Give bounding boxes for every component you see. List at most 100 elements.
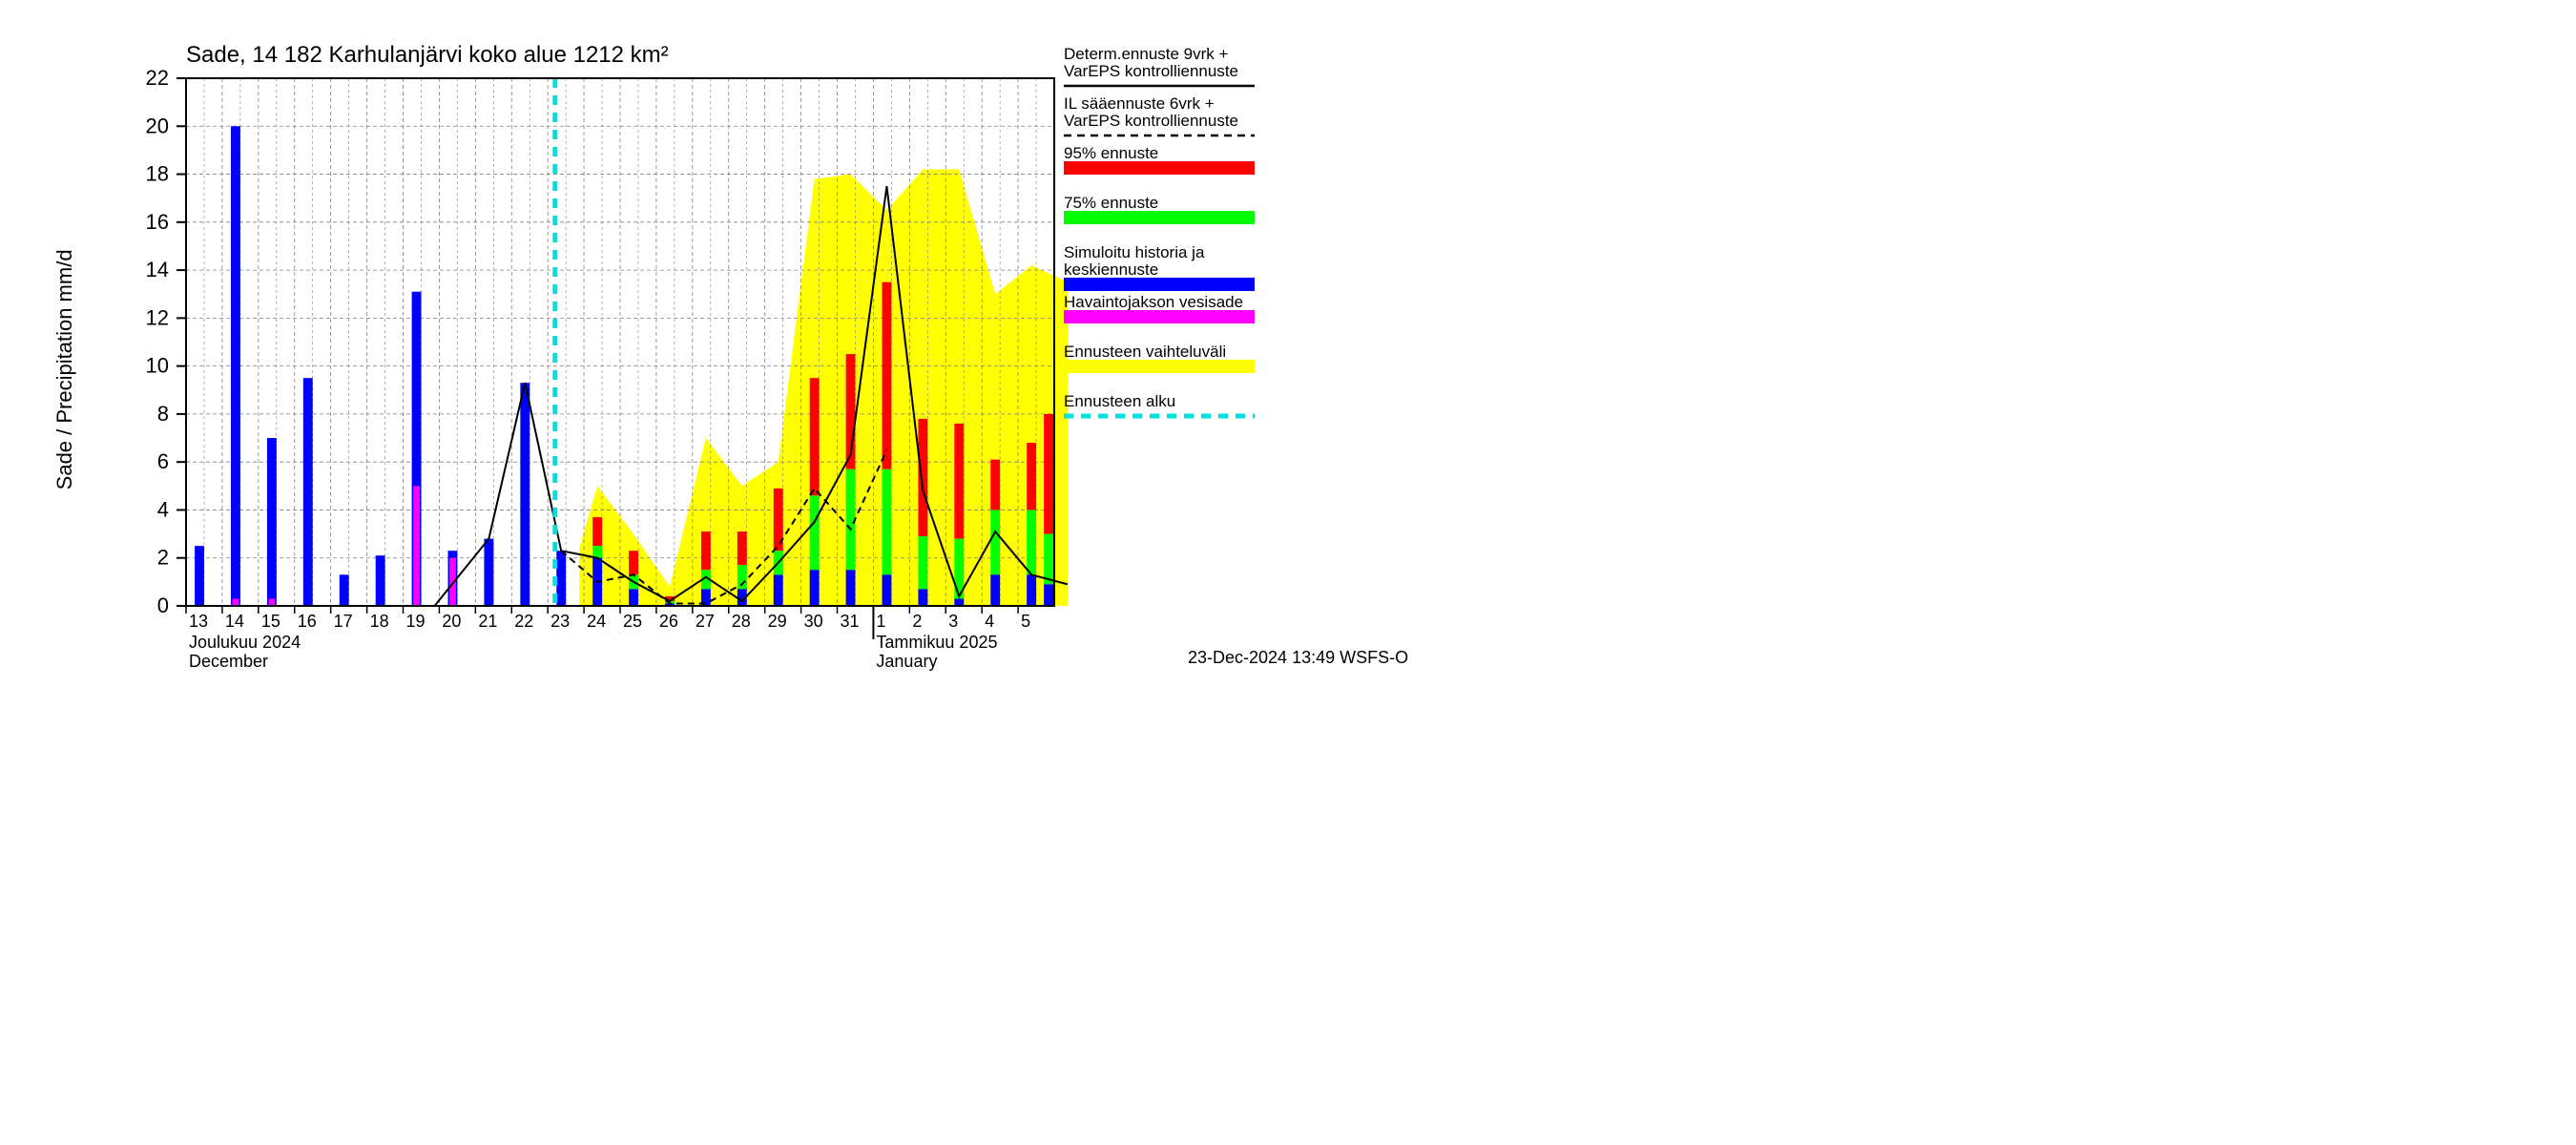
legend-label: Havaintojakson vesisade: [1064, 293, 1243, 311]
rain-obs-bar: [268, 598, 275, 606]
chart-footer: 23-Dec-2024 13:49 WSFS-O: [1188, 648, 1408, 667]
legend-swatch: [1064, 211, 1255, 224]
history-bar: [195, 546, 204, 606]
p95-bar: [883, 282, 892, 469]
legend-label: 75% ennuste: [1064, 194, 1158, 212]
x-tick-label: 3: [948, 612, 958, 631]
p95-bar: [990, 460, 1000, 510]
x-tick-label: 2: [912, 612, 922, 631]
y-tick-label: 20: [146, 114, 169, 137]
history-bar: [267, 438, 277, 606]
x-tick-label: 20: [442, 612, 461, 631]
legend-label: Determ.ennuste 9vrk +: [1064, 45, 1229, 63]
rain-obs-bar: [232, 598, 239, 606]
y-axis-title: Sade / Precipitation mm/d: [52, 249, 76, 489]
month-label-fi: Joulukuu 2024: [189, 633, 301, 652]
p75-bar: [737, 565, 747, 589]
x-tick-label: 15: [261, 612, 280, 631]
x-tick-label: 4: [985, 612, 994, 631]
history-bar: [303, 378, 313, 606]
p75-bar: [1027, 510, 1036, 574]
y-tick-label: 14: [146, 258, 169, 281]
p95-bar: [592, 517, 602, 546]
median-bar: [846, 570, 856, 606]
x-tick-label: 30: [804, 612, 823, 631]
x-tick-label: 23: [551, 612, 570, 631]
p95-bar: [918, 419, 927, 536]
legend-swatch: [1064, 278, 1255, 291]
history-bar: [340, 574, 349, 606]
median-bar: [810, 570, 820, 606]
p75-bar: [810, 495, 820, 570]
x-tick-label: 1: [876, 612, 885, 631]
legend-swatch: [1064, 310, 1255, 323]
history-bar: [231, 126, 240, 606]
x-tick-label: 13: [189, 612, 208, 631]
y-tick-label: 6: [157, 449, 169, 473]
legend-label: keskiennuste: [1064, 260, 1158, 279]
p75-bar: [990, 510, 1000, 574]
legend-label: VarEPS kontrolliennuste: [1064, 62, 1238, 80]
p95-bar: [1044, 414, 1053, 534]
x-tick-label: 31: [841, 612, 860, 631]
p75-bar: [592, 546, 602, 558]
x-tick-label: 27: [696, 612, 715, 631]
p95-bar: [954, 424, 964, 539]
x-tick-label: 14: [225, 612, 244, 631]
history-bar: [520, 383, 530, 606]
legend-label: Ennusteen vaihteluväli: [1064, 343, 1226, 361]
x-tick-label: 22: [514, 612, 533, 631]
median-bar: [629, 589, 638, 606]
median-bar: [990, 574, 1000, 606]
x-tick-label: 28: [732, 612, 751, 631]
x-tick-label: 29: [768, 612, 787, 631]
p75-bar: [883, 469, 892, 575]
legend-swatch: [1064, 360, 1255, 373]
p95-bar: [1027, 443, 1036, 510]
p95-bar: [701, 531, 711, 570]
legend-swatch: [1064, 161, 1255, 175]
x-tick-label: 26: [659, 612, 678, 631]
history-bar: [376, 555, 385, 606]
legend-label: 95% ennuste: [1064, 144, 1158, 162]
x-tick-label: 18: [370, 612, 389, 631]
y-tick-label: 16: [146, 210, 169, 234]
median-bar: [1044, 584, 1053, 606]
month-label-en: January: [876, 652, 937, 671]
x-tick-label: 25: [623, 612, 642, 631]
p75-bar: [918, 536, 927, 589]
legend-label: Ennusteen alku: [1064, 392, 1175, 410]
y-tick-label: 2: [157, 546, 169, 570]
y-tick-label: 10: [146, 354, 169, 378]
p95-bar: [737, 531, 747, 565]
chart-title: Sade, 14 182 Karhulanjärvi koko alue 121…: [186, 42, 669, 68]
p75-bar: [846, 469, 856, 571]
p95-bar: [810, 378, 820, 495]
median-bar: [1027, 574, 1036, 606]
x-tick-label: 21: [478, 612, 497, 631]
y-tick-label: 0: [157, 593, 169, 617]
median-bar: [883, 574, 892, 606]
x-tick-label: 16: [298, 612, 317, 631]
y-tick-label: 18: [146, 162, 169, 186]
legend-label: VarEPS kontrolliennuste: [1064, 112, 1238, 130]
median-bar: [918, 589, 927, 606]
median-bar: [954, 598, 964, 606]
precipitation-chart: 0246810121416182022131415161718192021222…: [19, 19, 1450, 687]
legend-label: IL sääennuste 6vrk +: [1064, 94, 1215, 113]
y-tick-label: 12: [146, 305, 169, 329]
x-tick-label: 5: [1021, 612, 1030, 631]
y-tick-label: 4: [157, 497, 169, 521]
x-tick-label: 24: [587, 612, 606, 631]
history-bar: [484, 539, 493, 606]
month-label-en: December: [189, 652, 268, 671]
median-bar: [774, 574, 783, 606]
p75-bar: [1044, 534, 1053, 585]
x-tick-label: 17: [334, 612, 353, 631]
history-bar: [556, 551, 566, 606]
month-label-fi: Tammikuu 2025: [876, 633, 997, 652]
rain-obs-bar: [413, 486, 420, 606]
y-tick-label: 8: [157, 402, 169, 426]
y-tick-label: 22: [146, 66, 169, 90]
p95-bar: [629, 551, 638, 574]
